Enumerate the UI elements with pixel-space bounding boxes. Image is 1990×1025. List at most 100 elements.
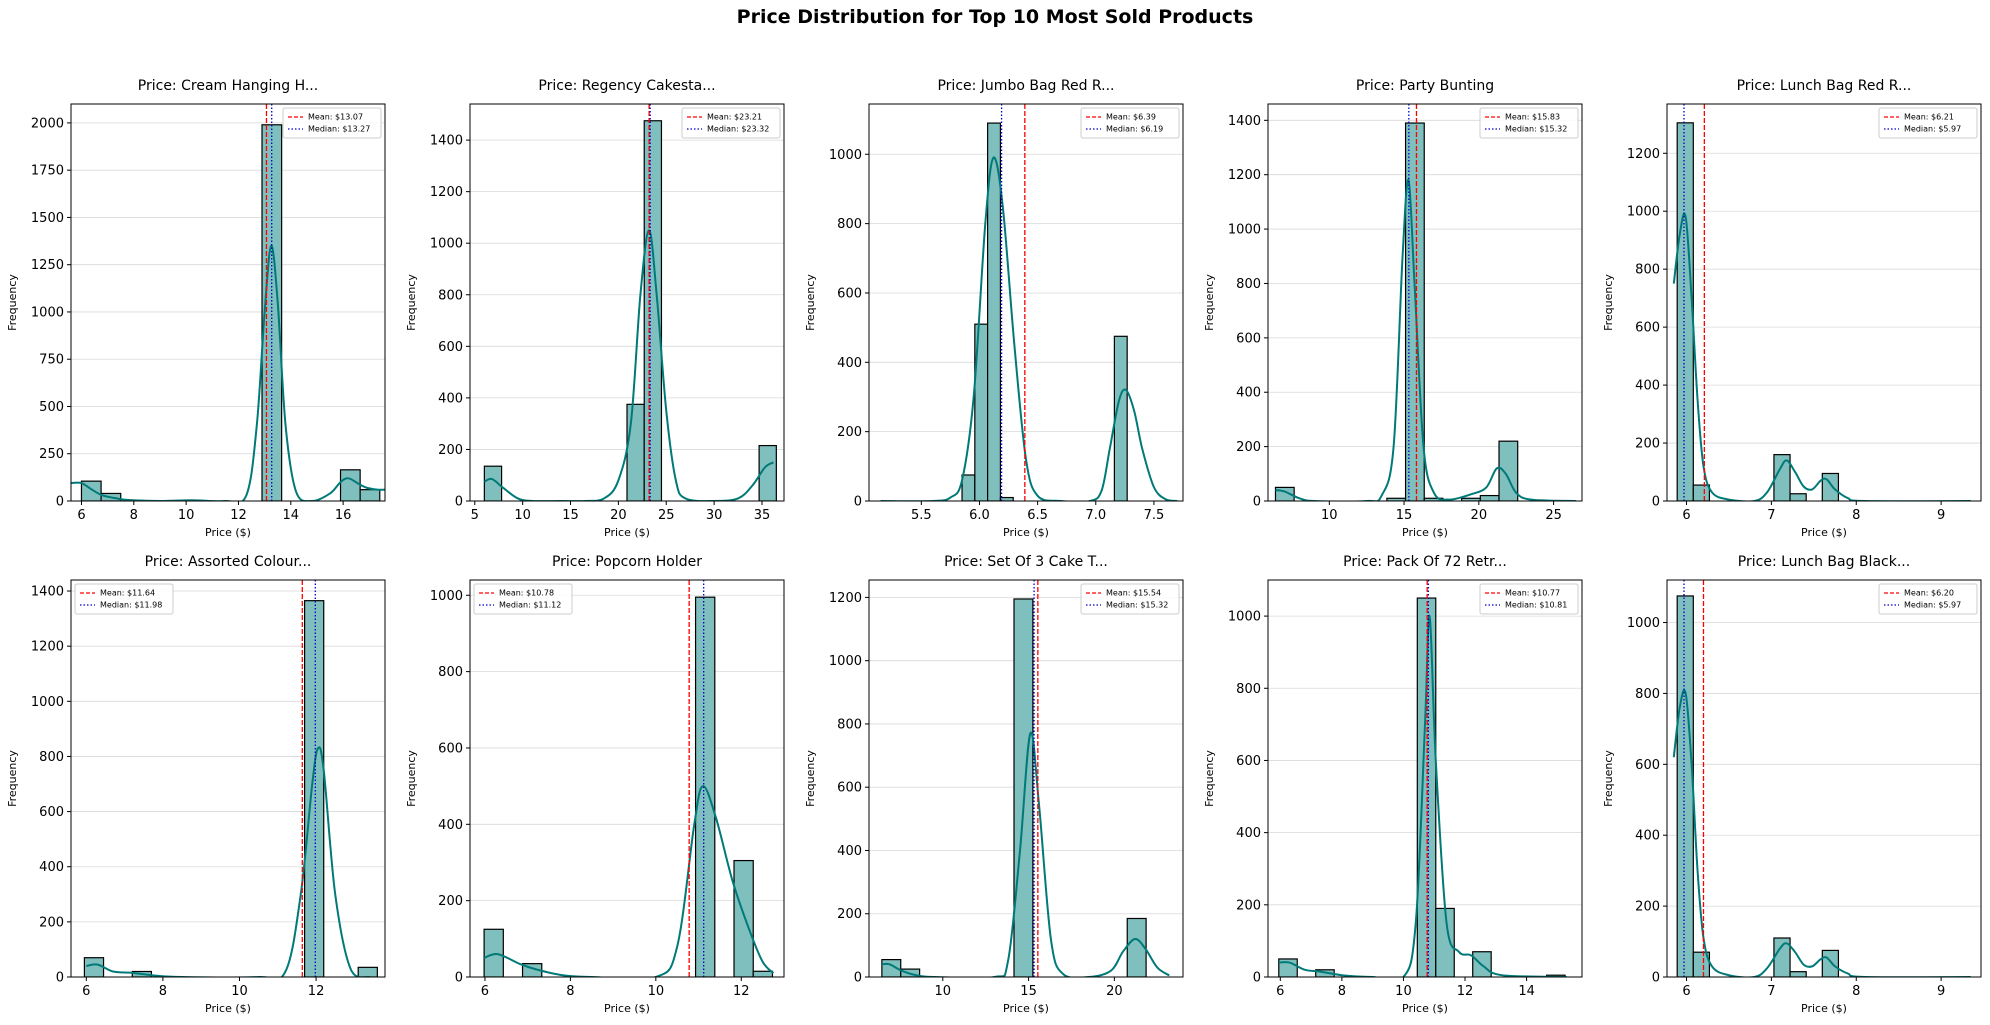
- histogram-bar: [1404, 122, 1425, 501]
- legend-mean-label: Mean: $6.21: [1904, 113, 1954, 122]
- y-tick-label: 400: [837, 844, 862, 859]
- y-tick-label: 800: [1236, 682, 1261, 697]
- legend-mean-label: Mean: $13.07: [308, 113, 363, 122]
- histogram-bar: [1676, 122, 1694, 501]
- y-tick-label: 200: [1635, 437, 1660, 452]
- plot-area: [1278, 580, 1567, 977]
- histogram-bar: [303, 600, 325, 977]
- histogram-bar: [1773, 454, 1791, 501]
- plot-area: [483, 580, 775, 977]
- histogram-bar: [1692, 951, 1711, 977]
- x-tick-label: 10: [231, 984, 248, 999]
- x-tick-label: 9: [1937, 984, 1945, 999]
- subplot-title: Price: Lunch Bag Red R...: [1737, 78, 1912, 94]
- subplot-1: 6 8 10 12 14 16 0 250 500 750 1000 1250 1500 1750 2000…: [6, 78, 386, 539]
- subplot-10: 6 7 8 9 0 200 400 600 800 1000 Price: Lunch Bag Bl…: [1602, 554, 1982, 1015]
- plot-area: [1672, 104, 1971, 501]
- y-tick-label: 0: [1253, 971, 1261, 986]
- legend-mean-label: Mean: $6.20: [1904, 589, 1954, 598]
- y-tick-label: 400: [1236, 386, 1261, 401]
- plot-area: [483, 104, 777, 501]
- y-tick-label: 800: [1236, 277, 1261, 292]
- legend-box: [1878, 107, 1978, 139]
- histogram-bar: [483, 465, 503, 501]
- y-tick-label: 200: [837, 907, 862, 922]
- subplot-2: 5 10 15 20 25 30 35 0 200 400 600 800 1000 1200 1400 Pr…: [405, 78, 785, 539]
- legend-median-label: Median: $5.97: [1904, 601, 1961, 610]
- legend-mean-label: Mean: $23.21: [707, 113, 762, 122]
- x-tick-label: 7: [1767, 984, 1775, 999]
- x-tick-label: 8: [566, 984, 574, 999]
- histogram-bar: [483, 928, 504, 977]
- legend-box: [282, 107, 382, 139]
- legend-median-label: Median: $11.12: [499, 601, 561, 610]
- axes-frame: [469, 579, 785, 978]
- x-tick-label: 12: [733, 984, 750, 999]
- histogram-bar: [987, 122, 1002, 501]
- legend-median-label: Median: $5.97: [1904, 125, 1961, 134]
- y-tick-label: 200: [438, 894, 463, 909]
- figure-title: Price Distribution for Top 10 Most Sold …: [736, 6, 1254, 28]
- subplot-7: 6 8 10 12 0 200 400 600 800 1000 Price: Popcorn Ho…: [405, 554, 785, 1015]
- legend: Mean: $23.21 Median: $23.32: [681, 107, 781, 139]
- legend-mean-label: Mean: $15.54: [1106, 589, 1161, 598]
- y-tick-label: 800: [837, 217, 862, 232]
- subplot-title: Price: Set Of 3 Cake T...: [944, 554, 1108, 570]
- x-tick-label: 10: [1321, 508, 1338, 523]
- subplot-5: 6 7 8 9 0 200 400 600 800 1000 1200 Price: Lunch Ba…: [1602, 78, 1982, 539]
- legend-box: [74, 583, 174, 615]
- y-tick-label: 400: [837, 356, 862, 371]
- y-tick-label: 200: [1236, 440, 1261, 455]
- y-tick-label: 200: [39, 915, 64, 930]
- y-tick-label: 200: [1236, 898, 1261, 913]
- y-tick-label: 600: [438, 741, 463, 756]
- legend-box: [1878, 583, 1978, 615]
- y-tick-label: 2000: [31, 116, 64, 131]
- legend-mean-label: Mean: $11.64: [100, 589, 155, 598]
- y-tick-label: 1200: [1228, 168, 1261, 183]
- y-axis-label: Frequency: [6, 274, 19, 331]
- x-tick-label: 6: [481, 984, 489, 999]
- legend: Mean: $11.64 Median: $11.98: [74, 583, 174, 615]
- y-axis-label: Frequency: [804, 750, 817, 807]
- x-tick-label: 12: [1457, 984, 1474, 999]
- plot-area: [881, 580, 1170, 977]
- x-tick-label: 35: [754, 508, 771, 523]
- y-tick-label: 1000: [430, 237, 463, 252]
- x-tick-label: 20: [1471, 508, 1488, 523]
- y-axis-label: Frequency: [1602, 274, 1615, 331]
- x-tick-label: 8: [1852, 984, 1860, 999]
- subplot-title: Price: Assorted Colour...: [145, 554, 312, 570]
- axes-frame: [868, 103, 1184, 502]
- y-tick-label: 200: [1635, 900, 1660, 915]
- y-tick-label: 1400: [31, 585, 64, 600]
- x-tick-label: 8: [1338, 984, 1346, 999]
- histogram-bar: [83, 957, 105, 977]
- kde-curve: [71, 244, 385, 501]
- kde-curve: [483, 785, 775, 977]
- legend-box: [1479, 583, 1579, 615]
- histogram-bar: [339, 469, 361, 501]
- kde-curve: [1672, 689, 1971, 977]
- y-tick-label: 600: [438, 340, 463, 355]
- histogram-bar: [626, 403, 645, 501]
- histogram-bar: [1789, 493, 1807, 501]
- x-tick-label: 6.5: [1027, 508, 1048, 523]
- legend-median-label: Median: $13.27: [308, 125, 370, 134]
- x-tick-label: 5.5: [911, 508, 932, 523]
- x-axis-label: Price ($): [1003, 526, 1049, 539]
- x-tick-label: 7.0: [1085, 508, 1106, 523]
- histogram-bar: [1676, 595, 1694, 977]
- y-tick-label: 600: [1635, 758, 1660, 773]
- x-tick-label: 12: [308, 984, 325, 999]
- y-tick-label: 1000: [430, 589, 463, 604]
- plot-area: [880, 104, 1178, 501]
- y-tick-label: 0: [455, 495, 463, 510]
- y-tick-label: 0: [854, 971, 862, 986]
- kde-curve: [1672, 212, 1971, 501]
- y-tick-label: 1000: [829, 654, 862, 669]
- x-tick-label: 25: [1545, 508, 1562, 523]
- y-tick-label: 600: [1236, 331, 1261, 346]
- y-tick-label: 600: [1635, 321, 1660, 336]
